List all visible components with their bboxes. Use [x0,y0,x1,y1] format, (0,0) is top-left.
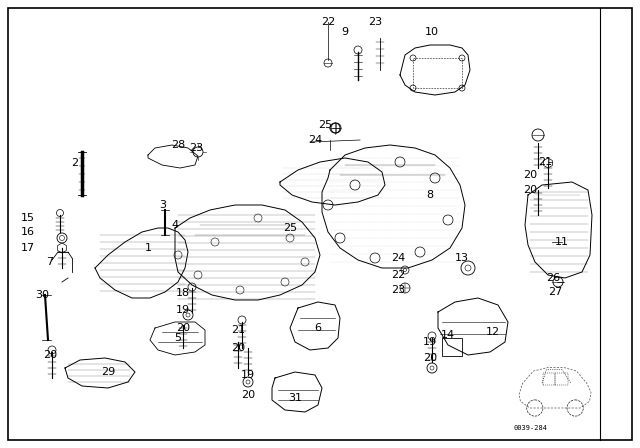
Text: 26: 26 [546,273,560,283]
Text: 20: 20 [241,390,255,400]
Text: 20: 20 [523,185,537,195]
Text: 19: 19 [176,305,190,315]
Bar [442,338,462,356]
Text: 1: 1 [145,243,152,253]
Text: 30: 30 [35,290,49,300]
Text: 8: 8 [426,190,433,200]
Text: 2: 2 [72,158,79,168]
Text: 13: 13 [455,253,469,263]
Text: 24: 24 [308,135,322,145]
Text: 25: 25 [283,223,297,233]
Text: 23: 23 [391,285,405,295]
Text: 19: 19 [423,337,437,347]
Text: 24: 24 [391,253,405,263]
Text: 6: 6 [314,323,321,333]
Text: 9: 9 [341,27,349,37]
Text: 20: 20 [231,343,245,353]
Text: 19: 19 [241,370,255,380]
Text: 4: 4 [172,220,179,230]
Text: 17: 17 [21,243,35,253]
Text: 31: 31 [288,393,302,403]
Text: 18: 18 [176,288,190,298]
Text: 23: 23 [189,143,203,153]
Text: 20: 20 [176,323,190,333]
Text: 15: 15 [21,213,35,223]
Text: 7: 7 [47,257,54,267]
Text: 16: 16 [21,227,35,237]
Text: 20: 20 [423,353,437,363]
Text: 10: 10 [425,27,439,37]
Text: 21: 21 [231,325,245,335]
Text: 25: 25 [318,120,332,130]
Text: 5: 5 [175,333,182,343]
Text: 22: 22 [391,270,405,280]
Text: 28: 28 [171,140,185,150]
Text: 27: 27 [548,287,562,297]
Text: 14: 14 [441,330,455,340]
Text: 11: 11 [555,237,569,247]
Text: 20: 20 [523,170,537,180]
Text: 23: 23 [368,17,382,27]
Text: 21: 21 [538,157,552,167]
Text: 29: 29 [101,367,115,377]
Text: 12: 12 [486,327,500,337]
Text: 0039-284: 0039-284 [513,425,547,431]
Text: 22: 22 [321,17,335,27]
Text: 3: 3 [159,200,166,210]
Text: 20: 20 [43,350,57,360]
